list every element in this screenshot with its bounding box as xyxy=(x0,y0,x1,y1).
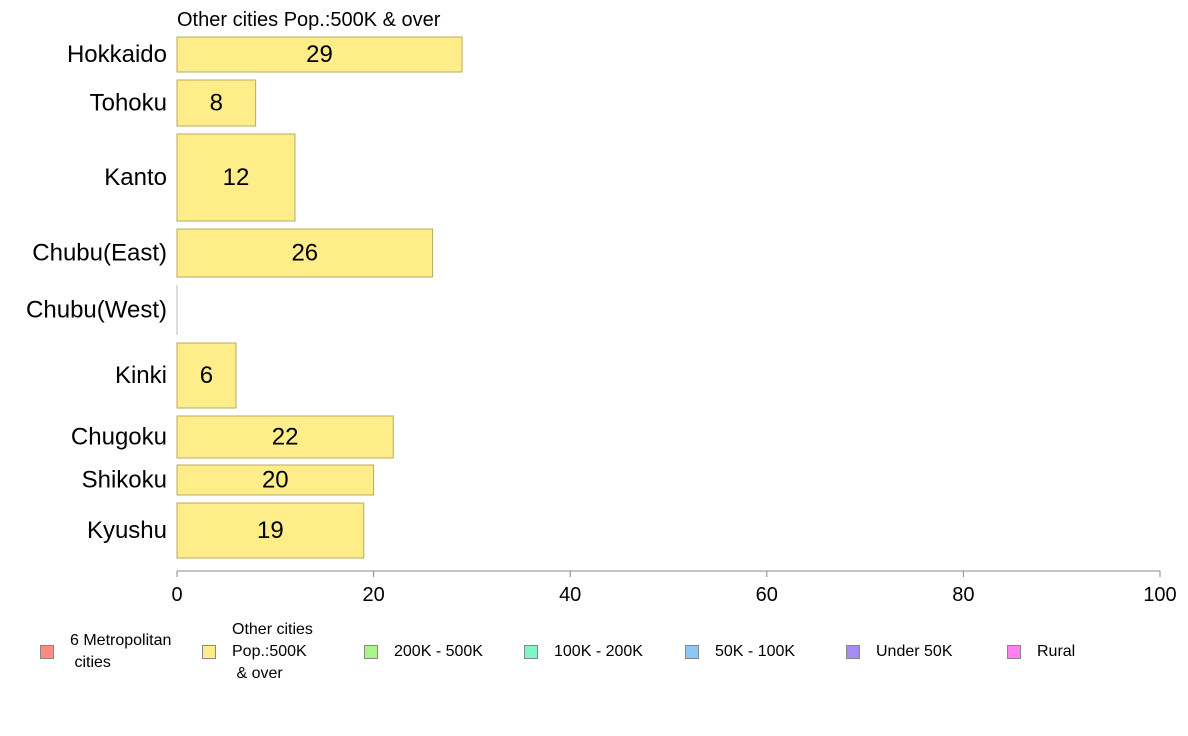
bars-group: Hokkaido 29 Tohoku 8 Kanto 12 Chubu(East) 26 Chu… xyxy=(26,36,463,559)
legend-label: 100K - 200K xyxy=(554,643,643,660)
x-tick-label: 100 xyxy=(1143,584,1176,606)
x-tick-label: 60 xyxy=(756,584,778,606)
category-label: Shikoku xyxy=(82,467,167,494)
legend-swatch xyxy=(685,645,699,659)
legend-item: Under 50K xyxy=(846,618,953,686)
legend-label: 50K - 100K xyxy=(715,643,796,660)
category-label: Tohoku xyxy=(90,90,167,117)
category-label: Kyushu xyxy=(87,517,167,544)
legend-label: Other cities Pop.:500K & over xyxy=(232,621,313,682)
bar xyxy=(176,36,463,73)
legend-item: 200K - 500K xyxy=(364,618,483,686)
category-label: Hokkaido xyxy=(67,41,167,68)
x-tick-label: 80 xyxy=(952,584,974,606)
bar xyxy=(176,228,434,278)
x-axis: 0 20 40 60 80 100 xyxy=(171,570,1177,606)
legend-label: 200K - 500K xyxy=(394,643,483,660)
value-label: 20 xyxy=(262,467,289,494)
category-label: Kanto xyxy=(104,164,167,191)
bar xyxy=(176,415,394,459)
legend-item: 6 Metropolitan cities xyxy=(40,618,171,686)
legend-label: 6 Metropolitan cities xyxy=(70,632,172,671)
value-label: 6 xyxy=(200,362,213,389)
legend-item: 50K - 100K xyxy=(685,618,795,686)
bar xyxy=(176,502,365,559)
legend-swatch xyxy=(1007,645,1021,659)
x-tick-label: 0 xyxy=(171,584,182,606)
legend-swatch xyxy=(364,645,378,659)
value-label: 12 xyxy=(223,164,250,191)
legend-swatch xyxy=(40,645,54,659)
legend-label: Under 50K xyxy=(876,643,953,660)
legend-item: Rural xyxy=(1007,618,1075,686)
legend-swatch xyxy=(202,645,216,659)
bar xyxy=(176,133,296,222)
legend-label: Rural xyxy=(1037,643,1076,660)
bar xyxy=(176,464,375,496)
value-label: 29 xyxy=(306,41,333,68)
category-label: Chubu(West) xyxy=(26,297,167,324)
legend: 6 Metropolitan cities Other cities Pop.:5… xyxy=(0,618,1188,698)
category-label: Chubu(East) xyxy=(32,240,167,267)
category-label: Chugoku xyxy=(71,424,167,451)
chart-title: Other cities Pop.:500K & over xyxy=(177,9,441,31)
value-label: 22 xyxy=(272,424,299,451)
legend-swatch xyxy=(524,645,538,659)
value-label: 26 xyxy=(291,240,318,267)
value-label: 19 xyxy=(257,517,284,544)
x-tick-label: 20 xyxy=(362,584,384,606)
bar-chart: Other cities Pop.:500K & over Hokkaido 29… xyxy=(26,9,1177,606)
x-tick-label: 40 xyxy=(559,584,581,606)
value-label: 8 xyxy=(210,90,223,117)
category-label: Kinki xyxy=(115,362,167,389)
bar xyxy=(176,342,237,409)
bar xyxy=(176,79,257,127)
legend-item: Other cities Pop.:500K & over xyxy=(202,618,313,686)
legend-swatch xyxy=(846,645,860,659)
legend-item: 100K - 200K xyxy=(524,618,643,686)
